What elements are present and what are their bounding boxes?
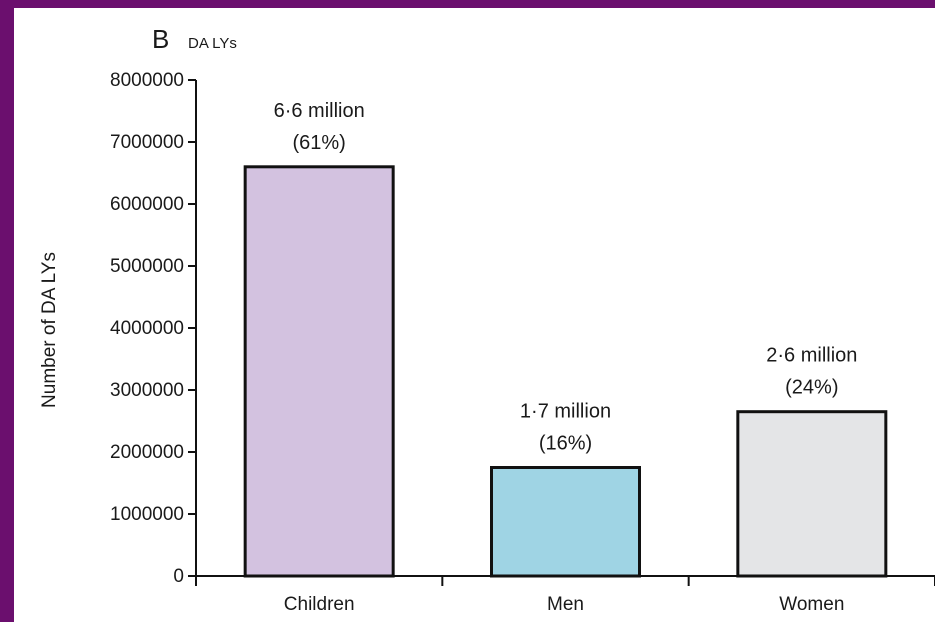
data-label-men: 1·7 million	[520, 401, 611, 423]
bar-men	[490, 466, 641, 578]
x-category-label: Women	[779, 594, 844, 615]
data-labels: 6·6 million (61%) 1·7 million (16%) 2·6 mill…	[274, 100, 858, 455]
chart-frame: B DA LYs Number of DA LYs 0 1000000 200000…	[14, 8, 935, 622]
bar-children	[243, 165, 395, 578]
data-label-children: (61%)	[292, 132, 345, 154]
y-tick-label: 0	[173, 566, 184, 587]
x-category-label: Children	[284, 594, 355, 615]
data-label-women: (24%)	[785, 377, 838, 399]
bar-chart: B DA LYs Number of DA LYs 0 1000000 200000…	[39, 24, 935, 615]
y-tick-label: 3000000	[110, 380, 184, 401]
y-tick-label: 8000000	[110, 70, 184, 91]
y-axis-label: Number of DA LYs	[39, 252, 60, 408]
axes: 0 1000000 2000000 3000000 4000000 5000000 6000…	[110, 70, 935, 615]
bar-women	[736, 410, 888, 578]
y-tick-label: 4000000	[110, 318, 184, 339]
panel-letter: B	[152, 24, 169, 54]
y-tick-label: 2000000	[110, 442, 184, 463]
y-tick-label: 1000000	[110, 504, 184, 525]
x-category-label: Men	[547, 594, 584, 615]
data-label-women: 2·6 million	[766, 345, 857, 367]
data-label-children: 6·6 million	[274, 100, 365, 122]
y-tick-label: 6000000	[110, 194, 184, 215]
panel-title: DA LYs	[188, 35, 237, 52]
data-label-men: (16%)	[539, 433, 592, 455]
bars	[243, 165, 888, 578]
y-tick-label: 7000000	[110, 132, 184, 153]
y-tick-label: 5000000	[110, 256, 184, 277]
